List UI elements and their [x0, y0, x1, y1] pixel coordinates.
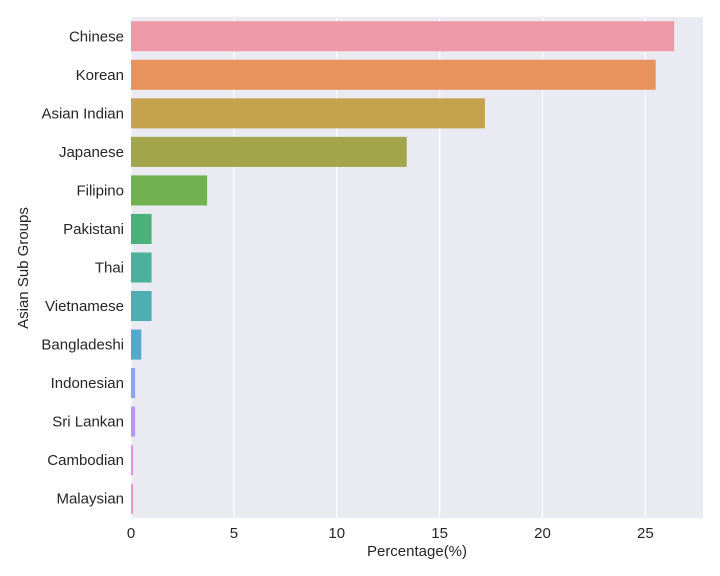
- y-tick-label: Korean: [76, 67, 124, 84]
- bar-filipino: [131, 175, 208, 206]
- x-tick-label: 25: [637, 525, 654, 542]
- y-axis-label: Asian Sub Groups: [15, 207, 32, 329]
- bar-bangladeshi: [131, 329, 142, 360]
- bar-asian-indian: [131, 98, 485, 129]
- y-tick-label: Indonesian: [51, 375, 124, 392]
- y-tick-labels: Chinese Korean Asian Indian Japanese Filipin…: [41, 28, 124, 507]
- bar-vietnamese: [131, 291, 152, 322]
- y-tick-label: Bangladeshi: [41, 337, 124, 354]
- y-tick-label: Filipino: [76, 182, 124, 199]
- bar-indonesian: [131, 368, 136, 399]
- bar-cambodian: [131, 445, 134, 476]
- y-tick-label: Thai: [95, 260, 124, 277]
- x-tick-label: 10: [328, 525, 345, 542]
- x-tick-labels: 0 5 10 15 20 25: [127, 525, 654, 542]
- x-tick-label: 0: [127, 525, 135, 542]
- x-tick-label: 20: [534, 525, 551, 542]
- y-tick-label: Cambodian: [47, 452, 124, 469]
- bar-japanese: [131, 136, 407, 167]
- bar-thai: [131, 252, 152, 283]
- x-axis-label: Percentage(%): [367, 543, 467, 560]
- y-tick-label: Malaysian: [56, 491, 124, 508]
- bar-chinese: [131, 21, 675, 52]
- y-tick-label: Japanese: [59, 144, 124, 161]
- y-tick-label: Vietnamese: [45, 298, 124, 315]
- y-tick-label: Sri Lankan: [52, 414, 124, 431]
- bar-korean: [131, 59, 656, 90]
- bars: [131, 21, 675, 514]
- y-tick-label: Pakistani: [63, 221, 124, 238]
- bar-sri-lankan: [131, 406, 136, 437]
- y-tick-label: Chinese: [69, 28, 124, 45]
- bar-malaysian: [131, 483, 134, 514]
- bar-pakistani: [131, 213, 152, 244]
- y-tick-label: Asian Indian: [41, 105, 124, 122]
- x-tick-label: 15: [431, 525, 448, 542]
- x-tick-label: 5: [230, 525, 238, 542]
- plot-background: [131, 17, 703, 518]
